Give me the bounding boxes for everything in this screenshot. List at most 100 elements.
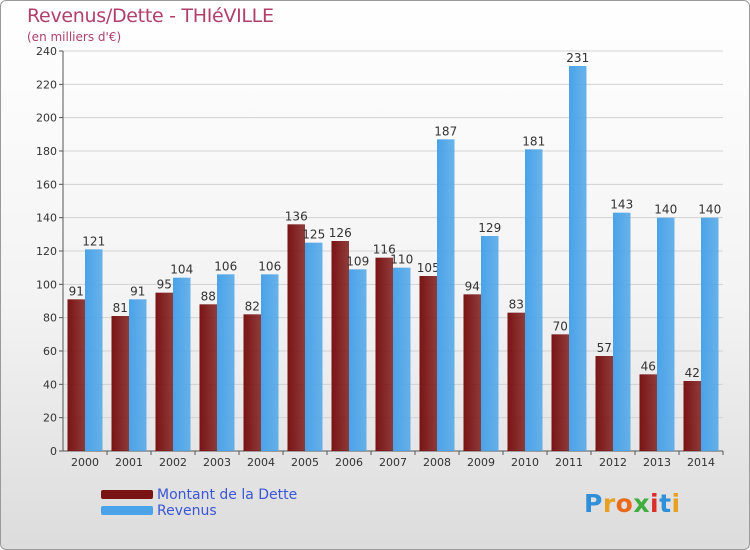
bar-revenus	[393, 267, 411, 451]
data-label-revenus: 140	[698, 203, 721, 217]
bar-dette	[375, 257, 393, 451]
data-label-dette: 82	[245, 299, 260, 313]
logo-letter: i	[650, 489, 660, 518]
bar-dette	[463, 294, 481, 451]
data-label-revenus: 109	[346, 254, 369, 268]
bar-revenus	[349, 269, 367, 451]
y-tick-label: 120	[36, 245, 57, 258]
y-tick-label: 20	[43, 412, 57, 425]
data-label-dette: 116	[373, 243, 396, 257]
y-tick-label: 180	[36, 145, 57, 158]
y-tick-label: 220	[36, 78, 57, 91]
bar-revenus	[129, 299, 147, 451]
bar-dette	[67, 299, 85, 451]
data-label-revenus: 125	[302, 228, 325, 242]
bar-revenus	[173, 277, 191, 451]
x-tick-label: 2008	[423, 456, 451, 469]
x-tick-label: 2003	[203, 456, 231, 469]
data-label-dette: 57	[597, 341, 612, 355]
logo-letter: o	[615, 489, 634, 518]
data-label-revenus: 129	[478, 221, 501, 235]
data-label-revenus: 121	[82, 234, 105, 248]
chart-subtitle: (en milliers d'€)	[27, 30, 122, 44]
data-label-dette: 46	[641, 359, 656, 373]
x-tick-label: 2014	[687, 456, 715, 469]
data-label-dette: 70	[553, 319, 568, 333]
logo-letter: r	[602, 489, 616, 518]
x-tick-label: 2005	[291, 456, 319, 469]
x-tick-label: 2006	[335, 456, 363, 469]
logo-letter: x	[633, 489, 650, 518]
data-label-dette: 83	[509, 298, 524, 312]
logo-letter: t	[659, 489, 672, 518]
x-tick-label: 2000	[71, 456, 99, 469]
data-label-revenus: 181	[522, 134, 545, 148]
y-tick-label: 140	[36, 212, 57, 225]
x-tick-label: 2012	[599, 456, 627, 469]
x-tick-label: 2013	[643, 456, 671, 469]
bar-revenus	[305, 242, 323, 451]
proxiti-logo[interactable]: Proxiti	[584, 489, 681, 518]
bar-dette	[507, 312, 525, 451]
data-label-revenus: 143	[610, 198, 633, 212]
bar-dette	[639, 374, 657, 451]
bar-revenus	[613, 212, 631, 451]
data-label-revenus: 110	[390, 253, 413, 267]
logo-letter: i	[671, 489, 681, 518]
x-tick-label: 2009	[467, 456, 495, 469]
data-label-dette: 94	[465, 279, 480, 293]
y-tick-label: 100	[36, 278, 57, 291]
y-tick-label: 40	[43, 378, 57, 391]
bar-dette	[331, 241, 349, 451]
bar-revenus	[481, 236, 499, 451]
data-label-revenus: 106	[258, 259, 281, 273]
x-tick-label: 2001	[115, 456, 143, 469]
logo-letter: P	[584, 489, 603, 518]
x-tick-label: 2010	[511, 456, 539, 469]
y-tick-label: 200	[36, 112, 57, 125]
data-label-dette: 136	[285, 209, 308, 223]
x-tick-label: 2002	[159, 456, 187, 469]
data-label-dette: 126	[329, 226, 352, 240]
bar-revenus	[85, 249, 103, 451]
y-tick-label: 80	[43, 312, 57, 325]
legend-label-dette: Montant de la Dette	[157, 487, 298, 503]
y-tick-label: 160	[36, 178, 57, 191]
bar-dette	[199, 304, 217, 451]
data-label-dette: 42	[685, 366, 700, 380]
data-label-dette: 95	[157, 278, 172, 292]
x-tick-label: 2011	[555, 456, 583, 469]
data-label-revenus: 106	[214, 259, 237, 273]
bar-dette	[243, 314, 261, 451]
data-label-revenus: 91	[130, 284, 145, 298]
data-label-revenus: 104	[170, 263, 193, 277]
bar-dette	[111, 316, 129, 451]
data-label-dette: 81	[113, 301, 128, 315]
bar-dette	[551, 334, 569, 451]
legend-label-revenus: Revenus	[157, 503, 217, 519]
bar-dette	[419, 276, 437, 451]
bar-revenus	[569, 66, 587, 451]
x-tick-label: 2007	[379, 456, 407, 469]
bar-revenus	[525, 149, 543, 452]
chart-title: Revenus/Dette - THIéVILLE	[27, 5, 274, 27]
bar-dette	[595, 356, 613, 451]
data-label-revenus: 187	[434, 124, 457, 138]
y-tick-label: 0	[50, 445, 57, 458]
bar-dette	[683, 381, 701, 451]
data-label-dette: 88	[201, 289, 216, 303]
data-label-revenus: 231	[566, 51, 589, 65]
data-label-dette: 105	[417, 261, 440, 275]
y-tick-label: 60	[43, 345, 57, 358]
y-tick-label: 240	[36, 45, 57, 58]
x-tick-label: 2004	[247, 456, 275, 469]
bar-revenus	[437, 139, 455, 452]
bar-revenus	[261, 274, 279, 451]
bar-dette	[287, 224, 305, 451]
bar-revenus	[701, 217, 719, 451]
legend-swatch-revenus	[101, 506, 153, 515]
data-label-dette: 91	[69, 284, 84, 298]
bar-revenus	[217, 274, 235, 451]
